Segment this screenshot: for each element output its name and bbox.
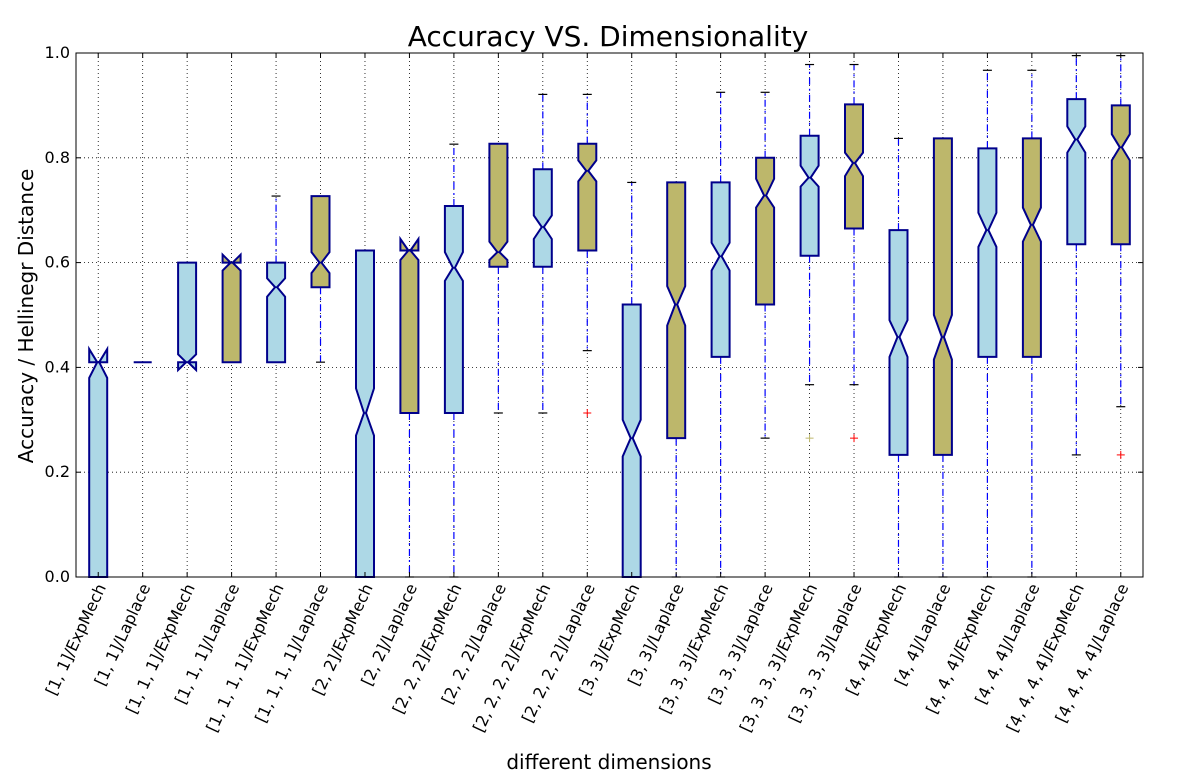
y-tick-label: 0.6 — [45, 253, 70, 272]
notched-box — [443, 205, 464, 414]
notched-box — [888, 229, 909, 456]
box-0 — [88, 345, 109, 578]
notched-box — [577, 142, 598, 252]
y-tick-label: 0.0 — [45, 567, 70, 586]
box-15 — [755, 91, 776, 439]
notched-box — [1066, 98, 1087, 246]
box-21 — [1021, 69, 1042, 578]
notched-box — [977, 147, 998, 358]
box-9 — [488, 142, 509, 414]
y-tick-label: 1.0 — [45, 43, 70, 62]
box-8 — [443, 143, 464, 578]
box-22 — [1066, 55, 1087, 456]
notched-box — [844, 103, 864, 230]
notched-box — [799, 134, 820, 257]
box-16 — [799, 63, 820, 443]
notched-box — [755, 156, 776, 306]
notched-box — [1021, 137, 1042, 358]
notched-box — [532, 168, 553, 268]
box-19 — [932, 137, 953, 578]
notched-box — [621, 303, 642, 578]
y-axis-label: Accuracy / Hellinegr Distance — [14, 169, 38, 463]
box-4 — [266, 195, 287, 364]
y-tick-label: 0.8 — [45, 148, 70, 167]
chart-title: Accuracy VS. Dimensionality — [408, 20, 809, 53]
box-3 — [221, 252, 242, 364]
boxes-group — [88, 55, 1131, 578]
box-6 — [355, 249, 375, 578]
box-18 — [888, 137, 909, 578]
box-10 — [532, 93, 553, 414]
plot-frame — [75, 52, 1144, 578]
notched-box — [88, 345, 109, 578]
box-14 — [710, 91, 731, 578]
notched-box — [310, 195, 331, 289]
notched-box — [266, 261, 287, 364]
notched-box — [355, 249, 375, 578]
box-12 — [621, 181, 642, 578]
box-13 — [666, 181, 687, 578]
notched-box — [666, 181, 687, 440]
box-17 — [844, 63, 864, 443]
notched-box — [710, 181, 731, 358]
box-2 — [177, 261, 198, 373]
y-tick-label: 0.4 — [45, 357, 70, 376]
notched-box — [177, 261, 198, 373]
notched-box — [1110, 104, 1131, 246]
box-11 — [577, 93, 598, 417]
notched-box — [488, 142, 509, 268]
notched-box — [399, 235, 420, 414]
x-axis-label: different dimensions — [506, 750, 711, 774]
notched-box — [932, 137, 953, 456]
box-5 — [310, 195, 331, 363]
y-tick-label: 0.2 — [45, 462, 70, 481]
notched-box — [221, 252, 242, 364]
